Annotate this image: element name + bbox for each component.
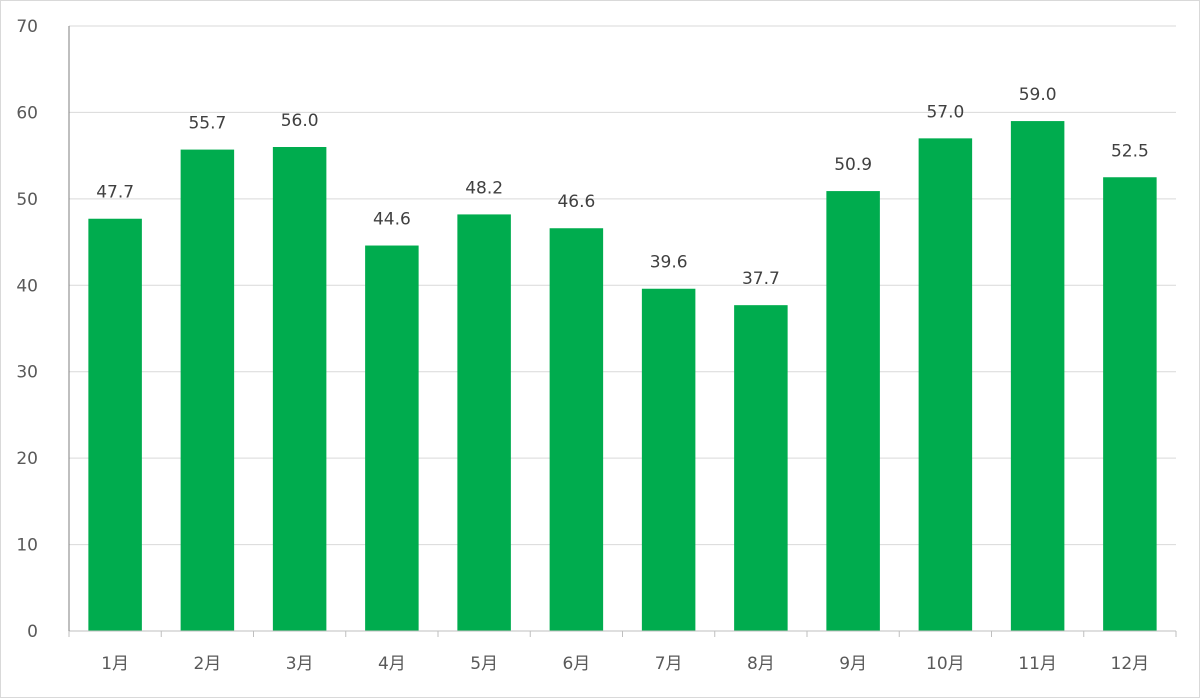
data-label: 39.6	[650, 253, 688, 273]
x-tick-label: 6月	[562, 654, 590, 674]
bar	[918, 138, 973, 631]
bars	[88, 121, 1157, 632]
bar	[180, 149, 235, 632]
bar	[549, 228, 604, 631]
x-tick-label: 8月	[747, 654, 775, 674]
x-tick-label: 12月	[1111, 654, 1150, 674]
bar	[457, 214, 511, 631]
x-tick-label: 7月	[655, 654, 683, 674]
bar	[1010, 121, 1065, 632]
gridlines	[69, 25, 1176, 546]
data-label: 46.6	[557, 192, 595, 212]
y-axis-ticks: 0 10 20 30 40 50 60 70	[16, 17, 38, 642]
x-axis-ticks: 1月 2月 3月 4月 5月 6月 7月 8月 9月 10月 11月 12月	[101, 654, 1149, 674]
x-tick-label: 10月	[926, 654, 965, 674]
y-tick-label: 20	[16, 449, 38, 469]
x-tick-label: 2月	[193, 654, 221, 674]
y-tick-label: 50	[16, 190, 38, 210]
x-tick-label: 1月	[101, 654, 129, 674]
data-label: 55.7	[188, 114, 226, 134]
y-tick-label: 40	[16, 276, 38, 296]
data-label: 56.0	[281, 111, 319, 131]
bar	[272, 147, 327, 631]
x-tick-label: 3月	[286, 654, 314, 674]
y-tick-label: 60	[16, 103, 38, 123]
x-tick-label: 5月	[470, 654, 498, 674]
data-label: 50.9	[834, 155, 872, 175]
y-tick-label: 70	[16, 17, 38, 37]
data-labels: 47.7 55.7 56.0 44.6 48.2 46.6 39.6 37.7 50.9 57.0…	[96, 85, 1149, 289]
x-tick-label: 4月	[378, 654, 406, 674]
data-label: 37.7	[742, 269, 780, 289]
bar	[734, 305, 788, 631]
data-label: 57.0	[926, 102, 964, 122]
data-label: 48.2	[465, 178, 503, 198]
bar	[641, 288, 696, 631]
y-tick-label: 10	[16, 536, 38, 556]
axes	[68, 26, 1177, 637]
y-tick-label: 30	[16, 363, 38, 383]
data-label: 59.0	[1019, 85, 1057, 105]
bar	[826, 191, 880, 632]
bar	[88, 218, 142, 631]
x-tick-label: 11月	[1018, 654, 1057, 674]
data-label: 47.7	[96, 183, 134, 203]
data-label: 44.6	[373, 210, 411, 230]
bar	[1103, 177, 1157, 631]
bar	[365, 245, 419, 631]
data-label: 52.5	[1111, 141, 1149, 161]
x-tick-label: 9月	[839, 654, 867, 674]
y-tick-label: 0	[27, 622, 38, 642]
